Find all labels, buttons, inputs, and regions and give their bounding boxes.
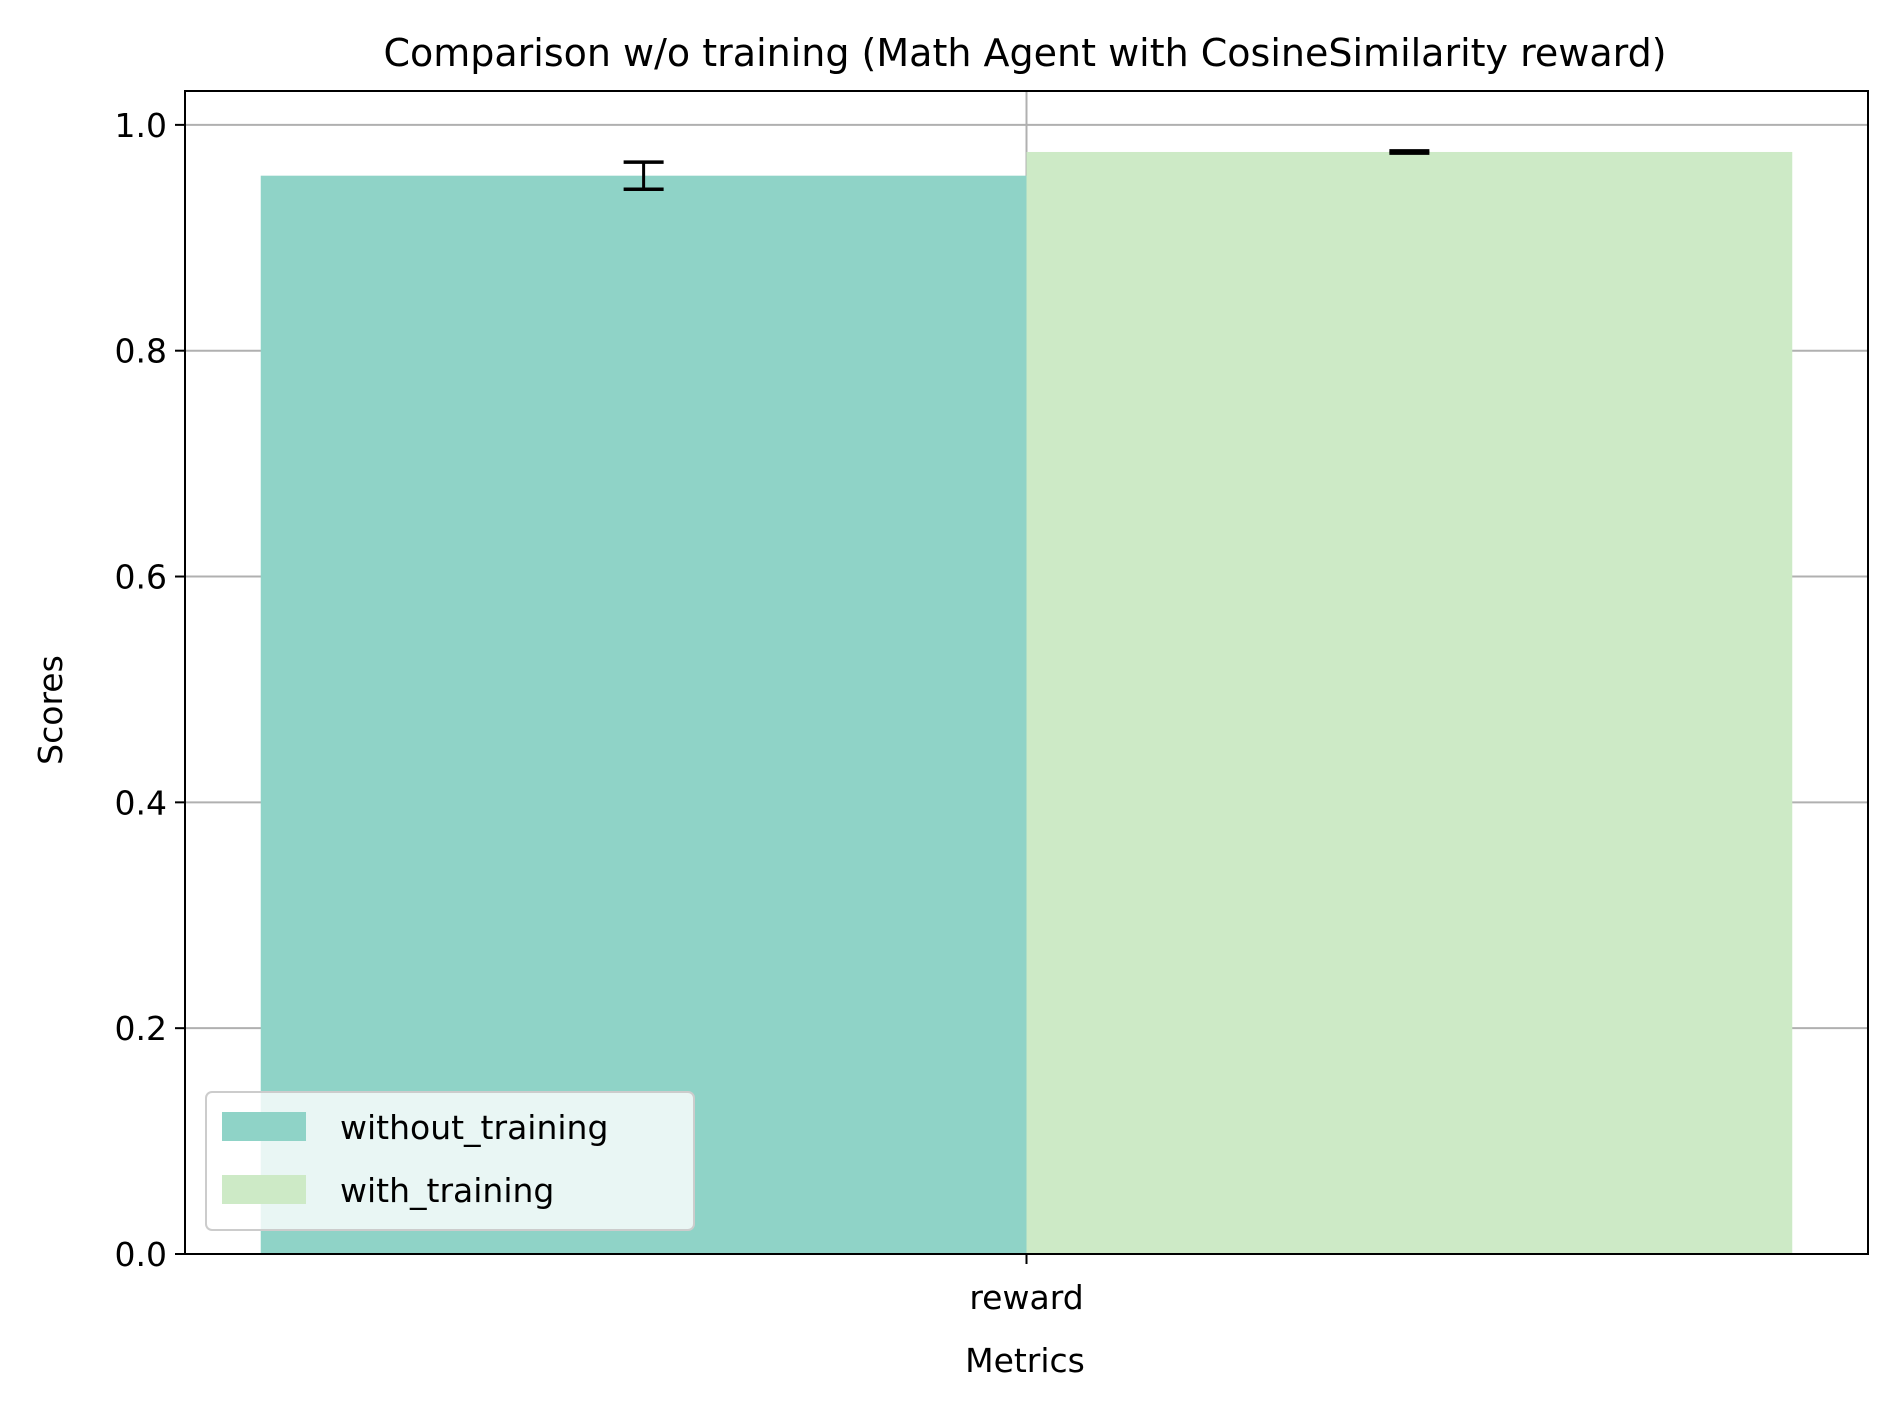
y-tick-label: 0.8 xyxy=(115,332,167,371)
legend-box xyxy=(205,1091,695,1231)
bar-without-training xyxy=(260,175,1027,1255)
y-tick-label: 0.0 xyxy=(115,1235,167,1274)
x-tick-label: reward xyxy=(969,1278,1083,1317)
legend-label-without-training: without_training xyxy=(340,1108,608,1147)
y-tick-label: 0.2 xyxy=(115,1009,167,1048)
legend-label-with-training: with_training xyxy=(340,1171,554,1210)
y-axis-label: Scores xyxy=(31,655,70,765)
bar-with-training xyxy=(1026,151,1793,1255)
legend-swatch-without-training xyxy=(222,1112,306,1141)
x-axis-label: Metrics xyxy=(965,1341,1085,1380)
legend-swatch-with-training xyxy=(222,1175,306,1204)
error-bars-layer xyxy=(623,149,1430,191)
y-tick-label: 1.0 xyxy=(115,106,167,145)
y-tick-label: 0.4 xyxy=(115,783,167,822)
ticks-layer: reward 0.0 0.2 0.4 0.6 0.8 1.0 xyxy=(115,106,1084,1317)
legend: without_training with_training xyxy=(205,1091,695,1231)
y-tick-label: 0.6 xyxy=(115,558,167,597)
bars-layer xyxy=(260,151,1793,1255)
chart-title: Comparison w/o training (Math Agent with… xyxy=(383,31,1666,75)
